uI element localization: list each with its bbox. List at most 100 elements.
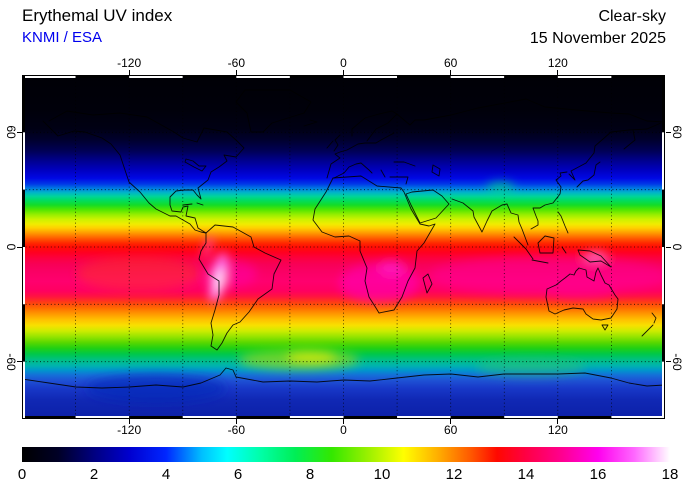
map-frame [22,75,665,419]
zebra-top-segment [75,75,130,78]
uv-map-canvas [22,75,665,419]
colorbar-tick-label: 18 [661,466,679,483]
lon-tick-label-bottom: 120 [547,423,568,437]
zebra-bottom-segment [397,416,451,419]
condition-label: Clear-sky [598,8,666,25]
colorbar-tick-label: 6 [233,466,243,483]
coast-new-zealand [641,312,657,337]
lon-tick-label-top: -120 [117,56,142,70]
lon-tick-mark-top [235,70,237,75]
zebra-bottom-segment [129,416,183,419]
coast-philippines [557,211,569,234]
lon-tick-label-bottom: -60 [227,423,245,437]
lon-tick-mark-top [128,70,130,75]
zebra-right-segment [662,304,665,362]
coast-new-guinea [577,249,612,268]
coast-east-asia [530,122,662,230]
coast-british-isles [303,119,341,152]
lon-tick-label-top: 120 [547,56,568,70]
colorbar-tick-label: 2 [89,466,99,483]
coast-south-asia [451,198,529,246]
coast-south-america [198,224,282,351]
zebra-right-segment [662,247,665,305]
zebra-bottom-segment [504,416,558,419]
zebra-left-segment [22,304,25,362]
zebra-top-segment [182,75,237,78]
zebra-left-segment [22,132,25,190]
zebra-right-segment [662,361,665,419]
zebra-top-segment [504,75,558,78]
australia-magenta [546,277,617,302]
page-title: Erythemal UV index [22,6,173,25]
zebra-right-segment [662,75,665,133]
colorbar-tick-label: 10 [373,466,391,483]
zebra-top-segment [22,75,76,78]
colorbar-tick-label: 12 [445,466,463,483]
lat-tick-label-right: 60 [670,125,684,140]
zebra-left-segment [22,361,25,419]
colorbar-tick-label: 14 [517,466,535,483]
lat-tick-label-right: 0 [670,243,684,251]
zebra-bottom-segment [236,416,290,419]
lon-tick-mark-bottom [557,419,559,424]
header-right: Clear-sky 15 November 2025 [530,6,666,50]
colorbar-tick-label: 16 [589,466,607,483]
lon-tick-mark-bottom [235,419,237,424]
lat-tick-label-right: -60 [670,352,684,371]
lat-tick-mark-left [17,361,22,363]
coast-madagascar [422,273,433,294]
lat-tick-label-left: -60 [4,352,18,371]
coast-arctic-russia [396,98,665,126]
lat-tick-mark-right [666,246,671,248]
coast-indonesia [513,235,567,264]
lat-tick-mark-right [666,361,671,363]
zebra-bottom-segment [289,416,344,419]
lon-tick-mark-top [450,70,452,75]
lon-tick-label-bottom: 60 [443,423,458,437]
zebra-right-segment [662,132,665,190]
coast-africa [312,175,436,314]
lon-tick-mark-bottom [450,419,452,424]
east-antarctic-green [476,358,587,377]
new-guinea-bright [583,251,608,262]
colorbar-tick-label: 0 [17,466,27,483]
lon-tick-label-top: 60 [443,56,458,70]
zebra-bottom-segment [611,416,665,419]
lon-tick-label-top: -60 [227,56,245,70]
zebra-top-segment [557,75,612,78]
zebra-top-segment [289,75,344,78]
coast-caribbean [182,202,204,206]
colorbar-tick-label: 4 [161,466,171,483]
lon-tick-mark-bottom [128,419,130,424]
lon-tick-mark-top [343,70,344,75]
coast-north-america-east [48,110,245,234]
zebra-bottom-segment [182,416,237,419]
lat-tick-label-left: 60 [4,125,18,140]
coast-japan [576,161,601,188]
coast-tasmania [601,324,609,331]
org-label: KNMI / ESA [22,29,103,46]
zebra-left-segment [22,75,25,133]
zebra-top-segment [236,75,290,78]
coast-great-lakes [184,158,207,172]
central-africa-bright [377,260,406,277]
coast-australia [545,267,619,321]
coast-antarctica [22,367,665,389]
world-map [22,75,665,419]
lat-tick-mark-left [17,131,22,133]
coast-black-sea [393,161,416,167]
colorbar-tick-label: 8 [305,466,315,483]
coast-europe [326,132,395,179]
zebra-bottom-segment [557,416,612,419]
coast-arabia [405,189,450,224]
zebra-left-segment [22,189,25,247]
zebra-top-segment [129,75,183,78]
zebra-bottom-segment [75,416,130,419]
west-antarctic-blue [85,374,226,403]
zebra-top-segment [611,75,665,78]
lon-tick-mark-top [557,70,559,75]
lat-tick-mark-left [17,246,22,248]
uv-colorbar [22,447,670,462]
lat-tick-label-left: 0 [4,243,18,251]
